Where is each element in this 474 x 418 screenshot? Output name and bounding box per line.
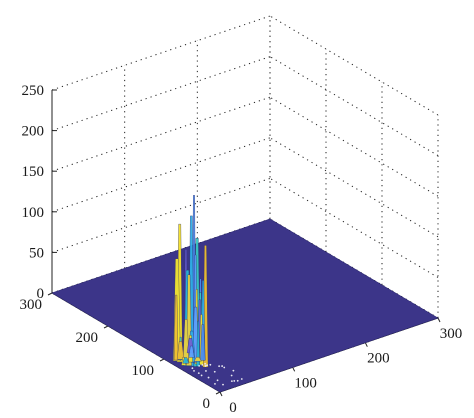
gridline-leftwall-horizontal (51, 56, 271, 132)
surface-speckle (191, 367, 194, 370)
surface-speckle (204, 362, 207, 365)
z-tick-label: 100 (22, 205, 45, 221)
z-tick-label: 150 (22, 164, 45, 180)
surface-base-plane (51, 218, 439, 393)
y-tick-mark (103, 325, 109, 329)
surface-speckle (206, 364, 209, 367)
surface-speckle (204, 365, 207, 367)
surface-speckle (207, 376, 210, 379)
surface-speckle (193, 369, 195, 372)
y-tick-label: 200 (76, 330, 99, 346)
z-tick-label: 200 (22, 124, 45, 140)
z-tick-label: 50 (29, 245, 44, 261)
surface-speckle (232, 369, 235, 372)
y-tick-mark (47, 292, 53, 296)
gridline-leftwall-horizontal (51, 96, 271, 172)
gridline-leftwall-horizontal (51, 137, 271, 213)
surface-speckle (240, 378, 243, 380)
surface-speckle (218, 365, 221, 368)
surface-speckle (201, 364, 204, 366)
gridline-backwall-horizontal (269, 15, 439, 116)
surface-speckle (214, 383, 216, 385)
surface-speckle (221, 365, 224, 367)
x-tick-label: 300 (440, 326, 463, 342)
z-tick-label: 250 (22, 83, 45, 99)
surface-speckle (200, 374, 203, 377)
data-spike (176, 341, 185, 360)
x-tick-label: 200 (367, 351, 390, 367)
surface-speckle (223, 366, 226, 369)
surface-speckle (230, 374, 233, 377)
gridline-backwall-horizontal (269, 96, 439, 197)
x-tick-mark (364, 342, 368, 347)
data-spike (193, 356, 202, 362)
z-tick-label: 0 (37, 286, 45, 302)
y-tick-mark (215, 391, 221, 395)
surface (51, 218, 439, 393)
x-tick-mark (437, 317, 441, 323)
surface-speckle (198, 364, 201, 367)
x-tick-mark (219, 391, 223, 397)
surface-speckle (233, 380, 236, 382)
y-tick-label: 300 (20, 297, 43, 313)
data-spike (182, 357, 189, 364)
data-spike (200, 324, 206, 361)
gridline-backwall-horizontal (269, 56, 439, 157)
gridline-leftwall-horizontal (51, 15, 271, 91)
surface-speckle (197, 372, 200, 375)
x-tick-mark (292, 367, 296, 372)
data-spikes (173, 195, 243, 386)
x-tick-label: 0 (229, 400, 237, 416)
gridline-backwall-horizontal (269, 137, 439, 238)
surface-speckle (209, 363, 212, 366)
data-spike (173, 294, 179, 361)
data-spike (188, 345, 195, 358)
y-tick-label: 0 (203, 396, 211, 412)
y-tick-label: 100 (132, 363, 155, 379)
surface-speckle (222, 383, 224, 386)
surface-speckle (205, 370, 207, 372)
surface-speckle (216, 379, 219, 382)
surface-speckle (213, 370, 216, 373)
y-tick-mark (159, 358, 165, 362)
gridline-leftwall-horizontal (51, 177, 271, 253)
surface-speckle (230, 380, 233, 383)
x-tick-label: 100 (294, 375, 317, 391)
surface-speckle (236, 379, 239, 382)
